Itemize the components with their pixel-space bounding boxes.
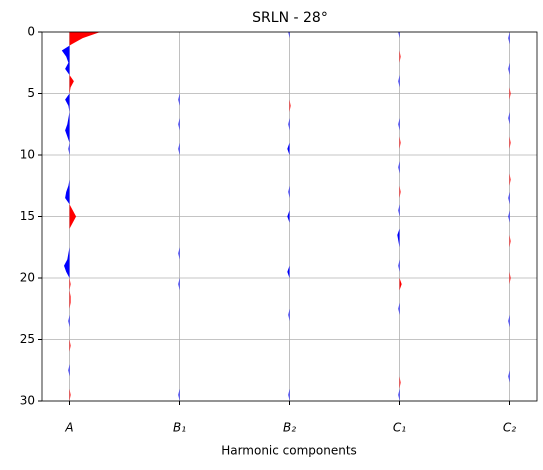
y-tick-label: 10 bbox=[20, 148, 35, 162]
negative-fill bbox=[287, 32, 290, 401]
negative-fill bbox=[397, 32, 400, 401]
y-tick-label: 25 bbox=[20, 332, 35, 346]
x-tick-label: B₂ bbox=[283, 421, 296, 435]
y-tick-label: 5 bbox=[27, 86, 35, 100]
positive-fill bbox=[289, 32, 291, 401]
y-tick-label: 20 bbox=[20, 271, 35, 285]
negative-fill bbox=[61, 32, 70, 401]
y-tick-label: 15 bbox=[20, 209, 35, 223]
y-tick-label: 30 bbox=[20, 394, 35, 408]
x-tick-label: B₁ bbox=[173, 421, 186, 435]
negative-fill bbox=[508, 32, 510, 401]
x-tick-label: A bbox=[64, 421, 73, 435]
x-axis-label: Harmonic components bbox=[221, 444, 357, 458]
chart-title: SRLN - 28° bbox=[252, 10, 328, 26]
plot-frame bbox=[41, 31, 538, 402]
x-tick-label: C₂ bbox=[503, 421, 516, 435]
negative-fill bbox=[178, 32, 180, 401]
x-tick-label: C₁ bbox=[393, 421, 406, 435]
y-tick-label: 0 bbox=[27, 25, 35, 39]
positive-fill bbox=[69, 32, 101, 401]
